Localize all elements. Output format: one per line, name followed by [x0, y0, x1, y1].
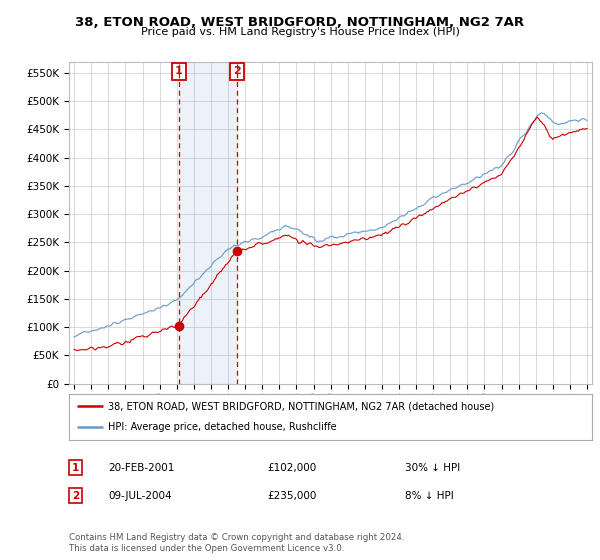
Text: 30% ↓ HPI: 30% ↓ HPI: [405, 463, 460, 473]
Bar: [179, 62, 237, 384]
Text: 1: 1: [175, 67, 183, 76]
Text: 1: 1: [72, 463, 79, 473]
Text: £235,000: £235,000: [267, 491, 316, 501]
Text: 8% ↓ HPI: 8% ↓ HPI: [405, 491, 454, 501]
Text: 20-FEB-2001: 20-FEB-2001: [108, 463, 175, 473]
Text: 2: 2: [233, 67, 241, 76]
Text: 2: 2: [72, 491, 79, 501]
Text: 09-JUL-2004: 09-JUL-2004: [108, 491, 172, 501]
Text: Contains HM Land Registry data © Crown copyright and database right 2024.
This d: Contains HM Land Registry data © Crown c…: [69, 533, 404, 553]
Text: 38, ETON ROAD, WEST BRIDGFORD, NOTTINGHAM, NG2 7AR: 38, ETON ROAD, WEST BRIDGFORD, NOTTINGHA…: [76, 16, 524, 29]
Text: HPI: Average price, detached house, Rushcliffe: HPI: Average price, detached house, Rush…: [108, 422, 337, 432]
Text: £102,000: £102,000: [267, 463, 316, 473]
Text: 38, ETON ROAD, WEST BRIDGFORD, NOTTINGHAM, NG2 7AR (detached house): 38, ETON ROAD, WEST BRIDGFORD, NOTTINGHA…: [108, 401, 494, 411]
Text: Price paid vs. HM Land Registry's House Price Index (HPI): Price paid vs. HM Land Registry's House …: [140, 27, 460, 37]
